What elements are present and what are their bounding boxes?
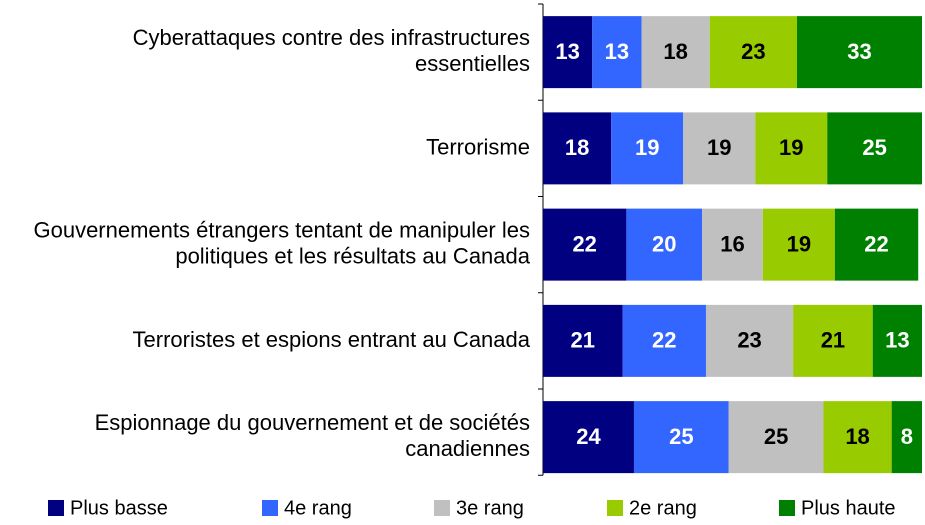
value-label: 21 [821, 328, 845, 353]
bar-segment [891, 401, 922, 474]
bar-segment [755, 112, 828, 185]
value-label: 13 [885, 328, 909, 353]
bar-segment [543, 304, 623, 377]
value-label: 25 [764, 424, 788, 449]
bar-segment [622, 304, 706, 377]
value-label: 19 [779, 135, 803, 160]
legend-label: 4e rang [284, 497, 352, 519]
category-label: Espionnage du gouvernement et de société… [95, 410, 530, 461]
legend-swatch [262, 500, 278, 516]
value-label: 16 [720, 231, 744, 256]
legend-label: Plus haute [801, 497, 896, 519]
category-label: Cyberattaques contre des infrastructures… [133, 25, 530, 76]
bar-segment [796, 16, 922, 89]
legend-label: Plus basse [70, 497, 168, 519]
value-label: 18 [565, 135, 589, 160]
bar-segment [705, 304, 794, 377]
value-label: 33 [847, 39, 871, 64]
legend-swatch [434, 500, 450, 516]
value-label: 22 [572, 231, 596, 256]
value-label: 19 [635, 135, 659, 160]
bar-segment [543, 401, 634, 474]
category-label: Gouvernements étrangers tentant de manip… [33, 217, 530, 268]
value-label: 25 [669, 424, 693, 449]
bar-segment [626, 208, 703, 281]
bar-segment [709, 16, 797, 89]
legend-swatch [779, 500, 795, 516]
value-label: 8 [901, 424, 913, 449]
bar-segment [683, 112, 756, 185]
legend-label: 3e rang [456, 497, 524, 519]
value-label: 20 [652, 231, 676, 256]
value-label: 18 [845, 424, 869, 449]
value-label: 24 [576, 424, 601, 449]
category-label: Terrorisme [426, 134, 530, 159]
legend-swatch [48, 500, 64, 516]
bar-segment [823, 401, 892, 474]
bar-segment [543, 112, 612, 185]
bar-segment [762, 208, 835, 281]
value-label: 22 [864, 231, 888, 256]
value-label: 13 [555, 39, 579, 64]
value-label: 18 [663, 39, 687, 64]
value-label: 19 [707, 135, 731, 160]
legend-swatch [607, 500, 623, 516]
value-label: 21 [571, 328, 595, 353]
bar-segment [543, 208, 627, 281]
bar-segment [834, 208, 919, 281]
bar-segment [827, 112, 922, 185]
bar-segment [872, 304, 922, 377]
value-label: 23 [737, 328, 761, 353]
bar-segment [611, 112, 684, 185]
bar-segment [543, 16, 593, 89]
value-label: 19 [787, 231, 811, 256]
value-label: 13 [605, 39, 629, 64]
category-label: Terroristes et espions entrant au Canada [133, 327, 531, 352]
value-label: 23 [741, 39, 765, 64]
bar-segment [728, 401, 824, 474]
value-label: 25 [862, 135, 886, 160]
value-label: 22 [652, 328, 676, 353]
bar-segment [592, 16, 642, 89]
bar-segment [641, 16, 710, 89]
bar-segment [793, 304, 873, 377]
bar-segment [702, 208, 763, 281]
legend-label: 2e rang [629, 497, 697, 519]
bar-segment [633, 401, 729, 474]
